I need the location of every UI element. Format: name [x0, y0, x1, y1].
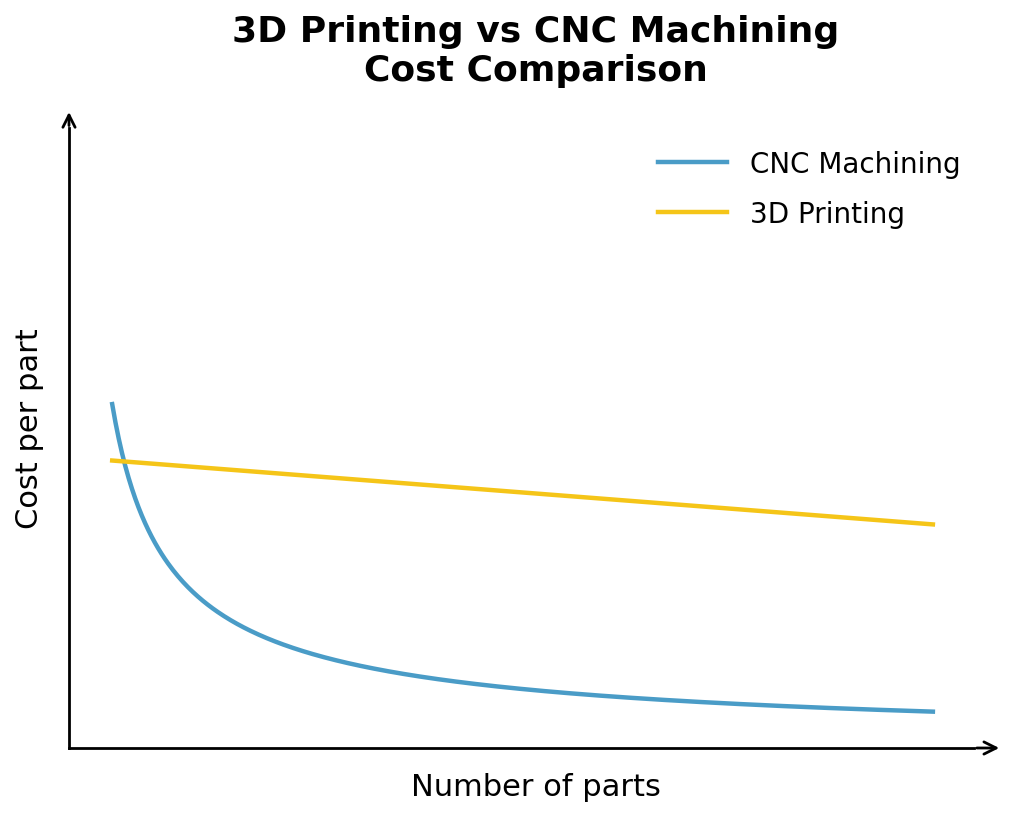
- CNC Machining: [595, 690, 607, 700]
- 3D Printing: [779, 508, 791, 518]
- 3D Printing: [106, 456, 118, 466]
- Line: 3D Printing: 3D Printing: [112, 461, 933, 525]
- CNC Machining: [550, 687, 562, 697]
- 3D Printing: [595, 493, 607, 503]
- CNC Machining: [106, 400, 118, 409]
- CNC Machining: [907, 706, 919, 716]
- 3D Printing: [926, 520, 939, 529]
- CNC Machining: [926, 707, 939, 717]
- X-axis label: Number of parts: Number of parts: [411, 773, 660, 802]
- Line: CNC Machining: CNC Machining: [112, 404, 933, 712]
- Y-axis label: Cost per part: Cost per part: [15, 328, 44, 529]
- CNC Machining: [779, 701, 791, 711]
- 3D Printing: [500, 486, 513, 496]
- Legend: CNC Machining, 3D Printing: CNC Machining, 3D Printing: [631, 123, 989, 257]
- 3D Printing: [550, 490, 562, 500]
- CNC Machining: [496, 682, 508, 692]
- 3D Printing: [496, 486, 508, 496]
- Title: 3D Printing vs CNC Machining
Cost Comparison: 3D Printing vs CNC Machining Cost Compar…: [232, 15, 839, 88]
- 3D Printing: [907, 518, 919, 528]
- CNC Machining: [500, 682, 513, 692]
